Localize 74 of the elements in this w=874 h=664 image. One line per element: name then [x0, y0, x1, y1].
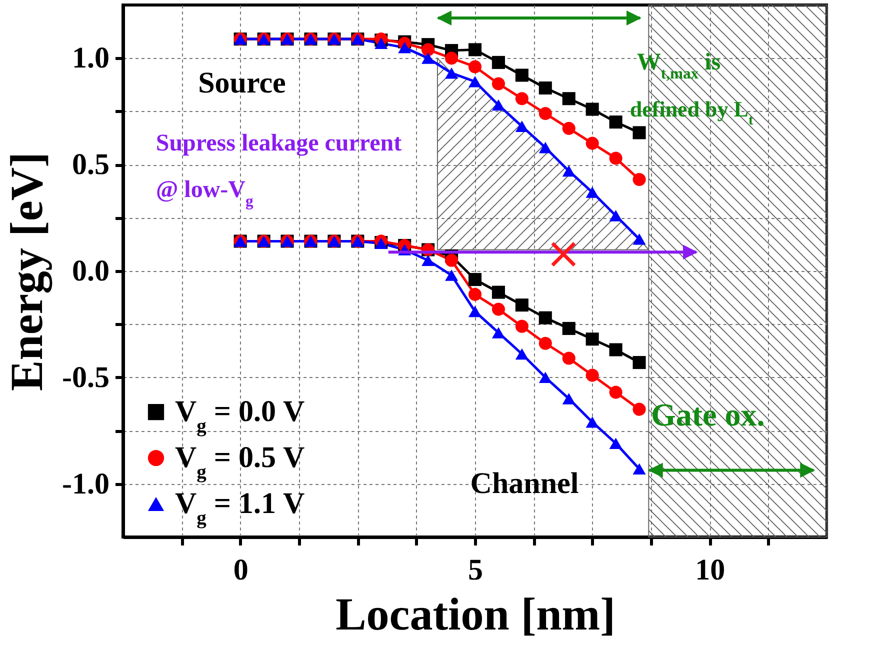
y-tick-label: 0.0	[72, 254, 110, 288]
point	[562, 393, 576, 404]
point	[632, 233, 646, 245]
point	[422, 254, 435, 266]
legend-label: V$_{g}$ = 0.0 V	[175, 395, 305, 436]
point	[492, 327, 505, 338]
point	[538, 142, 552, 154]
point	[492, 286, 505, 299]
point	[515, 92, 528, 106]
point	[562, 122, 576, 135]
point	[515, 298, 528, 312]
y-tick-label: 1.0	[72, 42, 110, 75]
point	[609, 438, 622, 450]
point	[562, 165, 576, 177]
legend-label: V$_{g}$ = 1.1 V	[175, 487, 305, 528]
point	[445, 67, 458, 79]
point	[374, 38, 388, 49]
point	[468, 76, 482, 88]
annotation: Channel	[470, 466, 579, 500]
point	[538, 107, 552, 120]
point	[468, 43, 482, 56]
legend-label: V$_{g}$ = 0.5 V	[175, 441, 305, 482]
point	[609, 343, 622, 356]
point	[586, 416, 599, 428]
y-tick-label: 0.5	[72, 148, 110, 182]
point	[586, 136, 599, 150]
point	[609, 152, 622, 165]
x-tick-label: 10	[695, 554, 726, 586]
point	[468, 306, 482, 318]
point	[562, 322, 576, 335]
point	[632, 126, 646, 140]
point	[422, 52, 435, 64]
point	[398, 42, 412, 54]
x-tick-label: 0	[233, 554, 248, 586]
point	[492, 302, 505, 316]
point	[468, 272, 482, 286]
point	[632, 402, 646, 416]
point	[422, 43, 435, 56]
point	[492, 56, 505, 69]
point	[538, 81, 552, 95]
annotation: Source	[198, 66, 286, 100]
point	[492, 77, 505, 90]
point	[586, 332, 599, 346]
point	[538, 336, 552, 350]
point	[515, 68, 528, 82]
point	[632, 463, 646, 475]
y-tick-label: -0.5	[62, 360, 110, 394]
point	[609, 116, 622, 129]
x-axis-title: Location [nm]	[336, 588, 616, 640]
annotation: @ low-V$_{g}$	[156, 177, 254, 210]
point	[609, 386, 622, 399]
point	[586, 102, 599, 116]
point	[445, 52, 458, 65]
point	[586, 186, 599, 198]
point	[445, 254, 458, 267]
point	[586, 368, 599, 382]
annotation: Supress leakage current	[156, 130, 402, 156]
point	[632, 172, 646, 186]
point	[515, 348, 528, 360]
point	[632, 356, 646, 370]
y-axis-title: Energy [eV]	[1, 152, 54, 391]
point	[445, 270, 458, 281]
point	[562, 92, 576, 106]
point	[468, 288, 482, 301]
point	[468, 60, 482, 74]
point	[515, 320, 528, 333]
point	[492, 99, 505, 111]
point	[515, 120, 528, 132]
x-tick-label: 5	[468, 554, 483, 586]
point	[538, 372, 552, 384]
y-tick-label: -1.0	[62, 467, 110, 500]
point	[609, 210, 622, 222]
point	[538, 311, 552, 324]
point	[562, 352, 576, 365]
